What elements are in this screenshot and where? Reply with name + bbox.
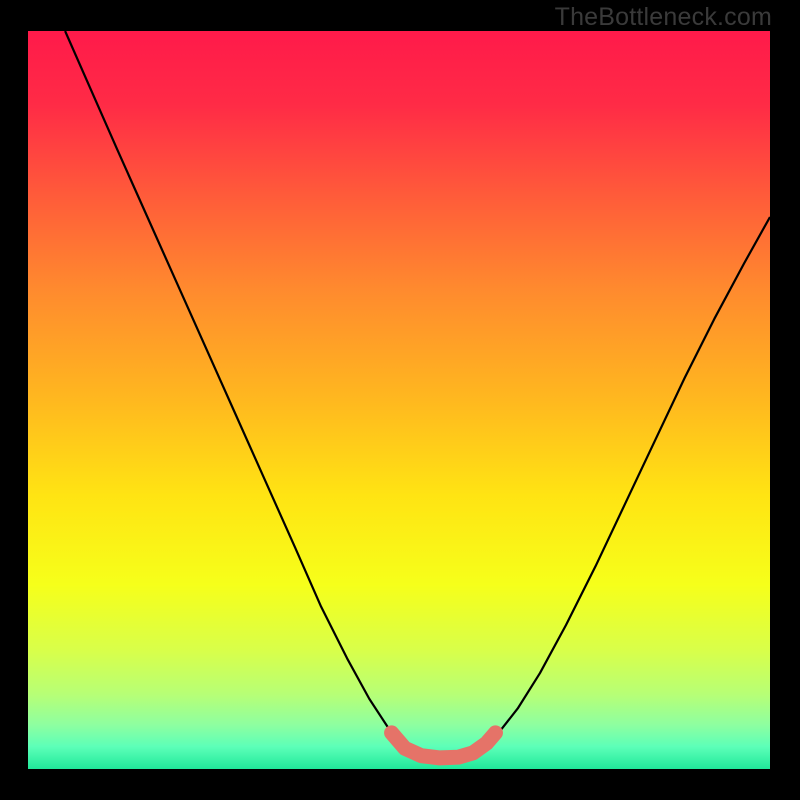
bottleneck-curve — [65, 31, 770, 756]
curve-layer — [28, 31, 770, 769]
plot-area — [28, 31, 770, 769]
valley-flat-segment — [392, 733, 496, 758]
watermark-text: TheBottleneck.com — [555, 3, 772, 32]
